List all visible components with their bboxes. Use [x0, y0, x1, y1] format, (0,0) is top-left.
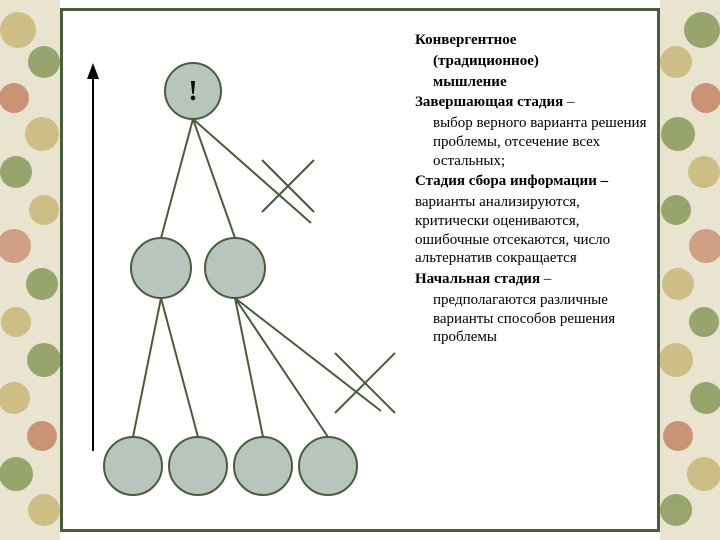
- stage-body: выбор верного варианта решения проблемы,…: [415, 114, 649, 170]
- title-line: Конвергентное: [415, 31, 649, 50]
- stage-body: предполагаются различные варианты способ…: [415, 291, 649, 347]
- text-content: Конвергентное (традиционное) мышление За…: [415, 31, 657, 349]
- title-line: мышление: [415, 73, 649, 92]
- stage-heading: Завершающая стадия –: [415, 93, 649, 112]
- stage-heading: Начальная стадия –: [415, 270, 649, 289]
- content-frame: ! Конвергентное (традиционное) мышление …: [60, 8, 660, 532]
- stage-body: варианты анализируются, критически оцени…: [415, 193, 649, 268]
- ornament-right: [660, 0, 720, 540]
- diagram: !: [63, 11, 423, 529]
- stage-heading: Стадия сбора информации –: [415, 172, 649, 191]
- svg-text:!: !: [188, 76, 197, 107]
- title-line: (традиционное): [415, 52, 649, 71]
- ornament-left: [0, 0, 60, 540]
